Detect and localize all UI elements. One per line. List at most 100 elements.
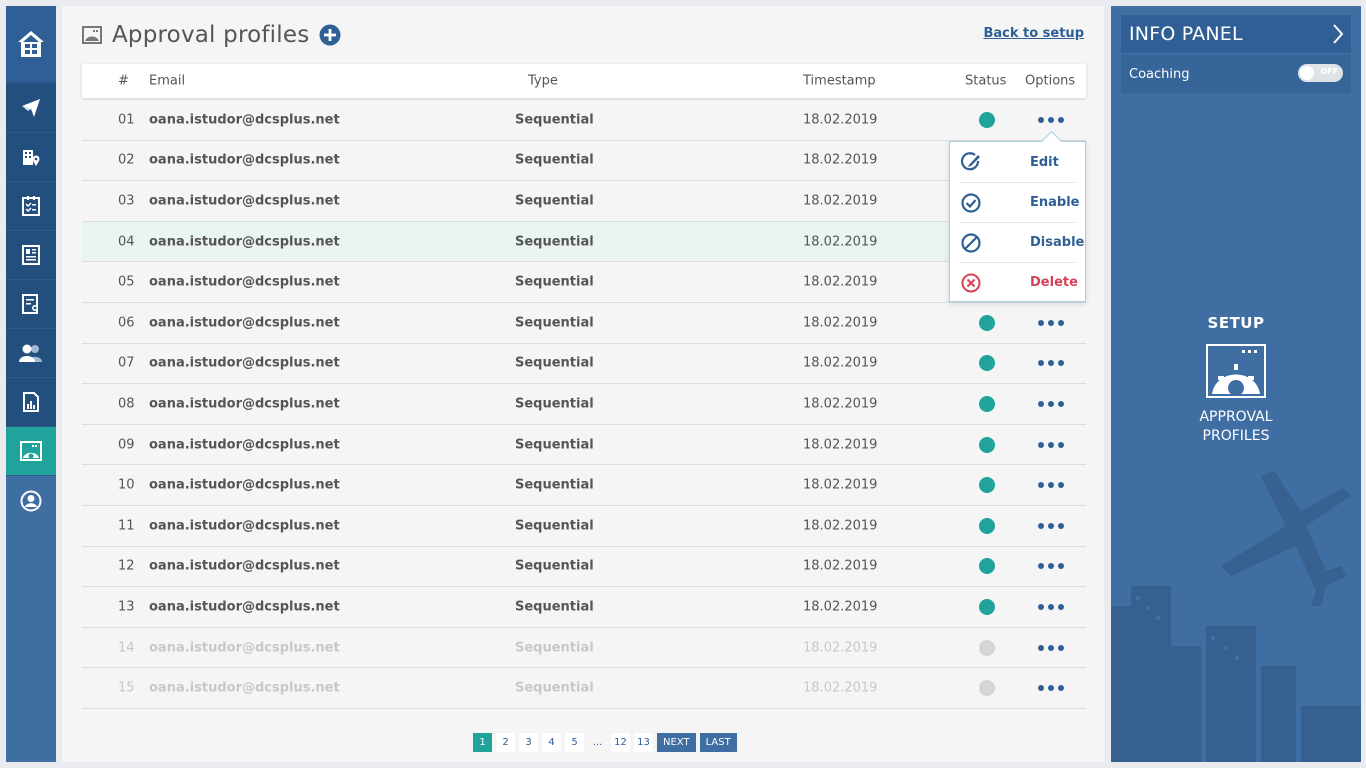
col-status: Status [965,73,1007,89]
row-timestamp: 18.02.2019 [803,599,878,615]
nav-reports[interactable] [6,280,56,329]
table-row[interactable]: 03 oana.istudor@dcsplus.net Sequential 18.0… [82,181,1086,222]
table-row[interactable]: 09 oana.istudor@dcsplus.net Sequential 18.0… [82,425,1086,466]
col-num: # [118,73,129,89]
table-row[interactable]: 07 oana.istudor@dcsplus.net Sequential 18.0… [82,344,1086,385]
row-timestamp: 18.02.2019 [803,680,878,696]
nav-travelers[interactable] [6,329,56,378]
row-type: Sequential [515,640,594,656]
row-email: oana.istudor@dcsplus.net [149,355,340,371]
row-type: Sequential [515,193,594,209]
info-panel-header[interactable]: INFO PANEL [1121,15,1351,53]
row-number: 05 [118,274,135,290]
document-icon [22,245,40,265]
row-email: oana.istudor@dcsplus.net [149,193,340,209]
approval-profiles-large-icon [1206,344,1266,398]
row-number: 08 [118,396,135,412]
row-email: oana.istudor@dcsplus.net [149,680,340,696]
row-type: Sequential [515,396,594,412]
row-email: oana.istudor@dcsplus.net [149,152,340,168]
nav-home[interactable] [6,6,56,84]
options-menu-button[interactable] [1038,644,1064,651]
options-menu-button[interactable] [1038,319,1064,326]
last-page-button[interactable]: LAST [699,733,737,752]
options-menu-button[interactable] [1038,441,1064,448]
table-row[interactable]: 10 oana.istudor@dcsplus.net Sequential 18.0… [82,465,1086,506]
page-button[interactable]: 1 [473,733,492,752]
row-type: Sequential [515,112,594,128]
col-email: Email [149,73,186,89]
row-email: oana.istudor@dcsplus.net [149,558,340,574]
nav-hotels[interactable] [6,133,56,182]
page-button[interactable]: 5 [565,733,584,752]
table-row[interactable]: 11 oana.istudor@dcsplus.net Sequential 18.0… [82,506,1086,547]
table-row[interactable]: 12 oana.istudor@dcsplus.net Sequential 18.0… [82,547,1086,588]
home-icon [18,31,44,57]
row-timestamp: 18.02.2019 [803,112,878,128]
nav-profile[interactable] [6,476,56,525]
profile-icon [20,490,42,511]
nav-approval-profiles[interactable] [6,427,56,476]
row-type: Sequential [515,558,594,574]
options-menu-button[interactable] [1038,400,1064,407]
options-menu-button[interactable] [1038,685,1064,692]
table-row[interactable]: 05 oana.istudor@dcsplus.net Sequential 18.0… [82,262,1086,303]
coaching-toggle[interactable]: OFF [1298,64,1343,82]
stats-icon [23,392,39,412]
page-button[interactable]: 2 [496,733,515,752]
table-row[interactable]: 15 oana.istudor@dcsplus.net Sequential 18.0… [82,668,1086,709]
menu-delete[interactable]: Delete [960,262,1078,302]
nav-flights[interactable] [6,84,56,133]
row-email: oana.istudor@dcsplus.net [149,274,340,290]
options-menu-button[interactable] [1038,116,1064,123]
table-row[interactable]: 04 oana.istudor@dcsplus.net Sequential 18.0… [82,221,1086,263]
pagination: 1 2 3 4 5... 12 13 NEXT LAST [473,733,737,752]
side-nav [6,6,56,762]
page-button[interactable]: 4 [542,733,561,752]
options-menu-button[interactable] [1038,360,1064,367]
row-timestamp: 18.02.2019 [803,355,878,371]
options-menu-button[interactable] [1038,563,1064,570]
approval-profiles-icon [82,26,102,44]
page-button[interactable]: 13 [634,733,653,752]
table-row[interactable]: 01 oana.istudor@dcsplus.net Sequential 18.0… [82,100,1086,141]
row-type: Sequential [515,315,594,331]
row-email: oana.istudor@dcsplus.net [149,234,340,250]
next-page-button[interactable]: NEXT [657,733,696,752]
menu-enable[interactable]: Enable [960,182,1080,222]
checklist-icon [22,196,40,216]
col-timestamp: Timestamp [803,73,876,89]
status-indicator [979,680,995,697]
row-email: oana.istudor@dcsplus.net [149,477,340,493]
row-type: Sequential [515,680,594,696]
nav-statistics[interactable] [6,378,56,427]
row-timestamp: 18.02.2019 [803,518,878,534]
page-button[interactable]: 12 [611,733,630,752]
edit-icon [960,152,980,171]
menu-edit[interactable]: Edit [960,142,1075,182]
options-menu-button[interactable] [1038,482,1064,489]
chevron-right-icon[interactable] [1331,23,1345,45]
options-menu-button[interactable] [1038,603,1064,610]
row-number: 15 [118,680,135,696]
row-type: Sequential [515,437,594,453]
ban-icon [961,232,981,253]
table-row[interactable]: 06 oana.istudor@dcsplus.net Sequential 18.0… [82,303,1086,344]
table-row[interactable]: 02 oana.istudor@dcsplus.net Sequential 18.0… [82,141,1086,182]
row-email: oana.istudor@dcsplus.net [149,396,340,412]
menu-disable[interactable]: Disable [960,222,1084,262]
setup-caption-line1: APPROVAL [1199,409,1273,425]
table-row[interactable]: 14 oana.istudor@dcsplus.net Sequential 18.0… [82,628,1086,669]
options-menu-button[interactable] [1038,522,1064,529]
col-options: Options [1025,73,1076,89]
nav-documents[interactable] [6,231,56,280]
add-profile-icon[interactable] [319,24,341,46]
table-row[interactable]: 08 oana.istudor@dcsplus.net Sequential 18.0… [82,384,1086,425]
back-to-setup-link[interactable]: Back to setup [983,26,1084,41]
page-button[interactable]: 3 [519,733,538,752]
page-header: Approval profiles [82,22,341,48]
row-type: Sequential [515,599,594,615]
row-type: Sequential [515,355,594,371]
table-row[interactable]: 13 oana.istudor@dcsplus.net Sequential 18.0… [82,587,1086,628]
nav-tasks[interactable] [6,182,56,231]
